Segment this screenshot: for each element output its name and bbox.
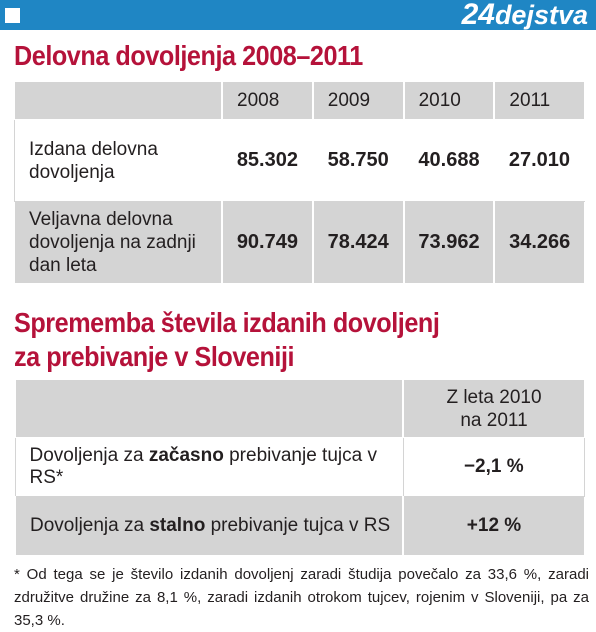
column-header-line: Z leta 2010 bbox=[446, 386, 542, 408]
cell-value: 85.302 bbox=[221, 119, 314, 202]
brand-number: 24 bbox=[461, 0, 495, 31]
row-label-line: Veljavna delovna bbox=[29, 209, 173, 230]
year-header: 2009 bbox=[311, 81, 405, 120]
row-label: Veljavna delovna dovoljenja na zadnji da… bbox=[14, 201, 223, 284]
cell-value: 27.010 bbox=[493, 119, 586, 202]
brand-logo: 24dejstva bbox=[462, 0, 588, 32]
year-header: 2010 bbox=[402, 81, 495, 120]
table2-title: Sprememba števila izdanih dovoljenj za p… bbox=[14, 306, 440, 374]
row-label: Dovoljenja za začasno prebivanje tujca v… bbox=[14, 437, 404, 497]
brand-word: dejstva bbox=[494, 0, 588, 30]
row-label-text: prebivanje tujca v RS* bbox=[29, 445, 377, 488]
table1-title: Delovna dovoljenja 2008–2011 bbox=[14, 40, 363, 71]
table2-title-line: Sprememba števila izdanih dovoljenj bbox=[14, 307, 440, 338]
column-header-line: na 2011 bbox=[460, 409, 528, 431]
header-empty-cell bbox=[14, 81, 223, 120]
square-icon bbox=[5, 8, 20, 23]
cell-value: −2,1 % bbox=[402, 437, 585, 497]
row-label-emphasis: stalno bbox=[149, 515, 206, 536]
table-row: Dovoljenja za stalno prebivanje tujca v … bbox=[14, 496, 585, 556]
table-row: Izdana delovna dovoljenja 85.302 58.750 … bbox=[14, 119, 586, 202]
column-header: Z leta 2010 na 2011 bbox=[402, 379, 585, 438]
row-label-line: dovoljenja na zadnji bbox=[29, 232, 196, 253]
table-row: Dovoljenja za začasno prebivanje tujca v… bbox=[14, 437, 585, 497]
cell-value: 40.688 bbox=[403, 119, 495, 202]
permits-table: 2008 2009 2010 2011 Izdana delovna dovol… bbox=[14, 81, 586, 284]
cell-value: 34.266 bbox=[493, 201, 586, 284]
cell-value: +12 % bbox=[402, 496, 585, 556]
cell-value: 78.424 bbox=[311, 201, 405, 284]
year-header: 2011 bbox=[493, 81, 586, 120]
table-header-row: Z leta 2010 na 2011 bbox=[14, 379, 585, 438]
cell-value: 90.749 bbox=[221, 201, 314, 284]
header-empty-cell bbox=[14, 379, 404, 438]
row-label-text: Dovoljenja za bbox=[30, 515, 150, 536]
cell-value: 58.750 bbox=[312, 119, 405, 202]
year-header: 2008 bbox=[221, 81, 314, 120]
row-label: Izdana delovna dovoljenja bbox=[14, 119, 223, 202]
row-label-text: prebivanje tujca v RS bbox=[205, 515, 391, 536]
table-row: Veljavna delovna dovoljenja na zadnji da… bbox=[14, 201, 586, 284]
row-label-line: dovoljenja bbox=[29, 161, 115, 183]
top-bar: 24dejstva bbox=[0, 0, 596, 32]
row-label: Dovoljenja za stalno prebivanje tujca v … bbox=[14, 496, 404, 556]
row-label-text: Dovoljenja za bbox=[29, 445, 149, 466]
row-label-line: Izdana delovna bbox=[29, 138, 158, 160]
footnote: * Od tega se je število izdanih dovoljen… bbox=[14, 566, 589, 629]
cell-value: 73.962 bbox=[402, 201, 495, 284]
row-label-line: dan leta bbox=[29, 255, 97, 276]
row-label-emphasis: začasno bbox=[148, 445, 224, 466]
table-header-row: 2008 2009 2010 2011 bbox=[14, 81, 586, 120]
residence-permits-table: Z leta 2010 na 2011 Dovoljenja za začasn… bbox=[14, 379, 585, 556]
table2-title-line: za prebivanje v Sloveniji bbox=[14, 341, 295, 372]
